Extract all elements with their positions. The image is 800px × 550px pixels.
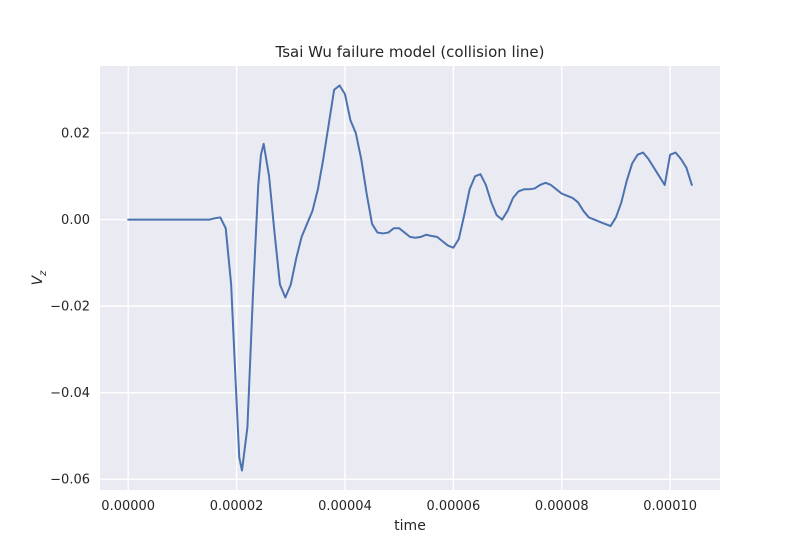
x-tick-label: 0.00008	[535, 499, 589, 514]
y-tick-label: −0.02	[50, 300, 90, 315]
grid-lines	[100, 66, 720, 490]
y-tick-labels: −0.06 −0.04 −0.02 0.00 0.02	[50, 127, 90, 488]
y-tick-label: 0.02	[61, 127, 90, 142]
x-tick-label: 0.00006	[426, 499, 480, 514]
y-tick-label: 0.00	[61, 213, 90, 228]
plot-area	[100, 66, 720, 490]
x-tick-label: 0.00000	[101, 499, 155, 514]
y-axis-title-sub: z	[38, 270, 49, 277]
series-line	[127, 84, 693, 472]
y-axis-title-main: V	[30, 274, 46, 285]
chart-title: Tsai Wu failure model (collision line)	[275, 43, 545, 61]
y-tick-label: −0.06	[50, 473, 90, 488]
x-tick-labels: 0.00000 0.00002 0.00004 0.00006 0.00008 0.000…	[101, 499, 697, 514]
y-tick-label: −0.04	[50, 386, 90, 401]
x-tick-label: 0.00002	[210, 499, 264, 514]
x-axis-title: time	[394, 518, 426, 534]
x-tick-label: 0.00004	[318, 499, 372, 514]
x-tick-label: 0.00010	[643, 499, 697, 514]
y-axis-title: Vz	[30, 270, 49, 286]
